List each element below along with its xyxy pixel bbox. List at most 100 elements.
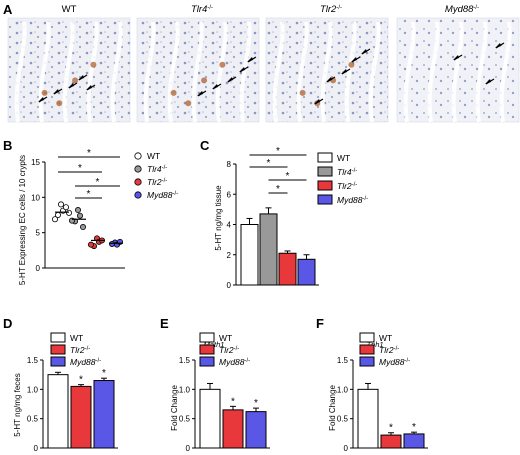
panel-f-y-tick-label: 0.5 bbox=[337, 415, 349, 424]
micrograph-2-lumen bbox=[143, 21, 156, 123]
panel-e-y-tick-label: 1.0 bbox=[179, 385, 191, 394]
panel-a-micrographs: WT Tlr4-/- Tlr2-/- Myd88-/- bbox=[7, 4, 520, 123]
panel-label-e: E bbox=[160, 316, 169, 331]
panel-f-legend-label-myd88-superscript: -/- bbox=[405, 358, 411, 364]
micrograph-3-lumen bbox=[272, 21, 285, 123]
micrograph-3-genotype-label-name: Tlr2 bbox=[320, 4, 337, 15]
panel-f-y-axis-label: Fold Change bbox=[328, 385, 337, 431]
panel-b-point-tlr2 bbox=[88, 241, 95, 248]
panel-d-legend-label-myd88-superscript: -/- bbox=[96, 358, 102, 364]
arrowhead bbox=[78, 75, 84, 80]
panel-b-legend-swatch-wt bbox=[134, 152, 142, 160]
panel-f-bar-myd88 bbox=[403, 433, 425, 449]
panel-e-y-axis-label: Fold Change bbox=[170, 385, 179, 431]
panel-c-y-tick-label: 2 bbox=[227, 251, 232, 260]
panel-d-legend-swatch-tlr2 bbox=[50, 344, 66, 355]
panel-e-legend-label-myd88-superscript: -/- bbox=[245, 358, 251, 364]
panel-e-y-tick-label: 0.5 bbox=[179, 415, 191, 424]
panel-d-bar-chart: 5-HT ng/mg feces 00.51.01.5**WTTlr2-/-My… bbox=[13, 332, 118, 453]
micrograph-1-lumen bbox=[110, 21, 123, 123]
panel-b-significance-star: * bbox=[87, 189, 91, 200]
arrowhead bbox=[361, 49, 367, 54]
panel-e-legend-label-myd88-name: Myd88 bbox=[219, 357, 245, 367]
panel-c-legend-label-myd88-superscript: -/- bbox=[363, 196, 369, 202]
panel-b-legend-label-tlr4-superscript: -/- bbox=[162, 165, 168, 171]
panel-b-point-myd88 bbox=[109, 240, 116, 247]
panel-b-legend-label-wt-name: WT bbox=[147, 151, 160, 161]
panel-b-point-wt bbox=[58, 201, 65, 208]
panel-d-legend-label-myd88: Myd88-/- bbox=[70, 357, 101, 367]
micrograph-2-stain bbox=[185, 100, 192, 107]
panel-d-y-tick-label: 1.0 bbox=[27, 385, 39, 394]
panel-f-bar-wt bbox=[357, 388, 379, 449]
panel-b-legend-label-myd88-superscript: -/- bbox=[173, 191, 179, 197]
panel-label-f: F bbox=[316, 316, 324, 331]
micrograph-4-lumen bbox=[427, 21, 440, 123]
panel-c-legend-label-tlr4-superscript: -/- bbox=[352, 168, 358, 174]
panel-d-bar-tlr2 bbox=[70, 385, 92, 449]
micrograph-4-genotype-label-name: Myd88 bbox=[445, 4, 474, 15]
panel-c-legend-label-myd88: Myd88-/- bbox=[337, 195, 368, 205]
micrograph-2-genotype-label-name: Tlr4 bbox=[191, 4, 207, 15]
panel-c-significance-star: * bbox=[267, 158, 271, 169]
panel-b-legend-label-tlr2: Tlr2-/- bbox=[147, 177, 167, 187]
panel-f-bar-tlr2 bbox=[380, 434, 402, 449]
micrograph-3-genotype-label: Tlr2-/- bbox=[320, 4, 342, 15]
arrowhead bbox=[212, 84, 218, 89]
micrograph-1-stain bbox=[41, 89, 48, 96]
panel-b-legend-label-myd88-name: Myd88 bbox=[147, 190, 173, 200]
panel-c-legend-label-wt-name: WT bbox=[337, 153, 350, 163]
panel-b-significance-star: * bbox=[96, 177, 100, 188]
panel-e-legend-swatch-tlr2 bbox=[199, 344, 215, 355]
panel-d-significance-star-myd88: * bbox=[102, 368, 106, 379]
micrograph-2-genotype-label: Tlr4-/- bbox=[191, 4, 213, 15]
panel-e-y-tick-label: 1.5 bbox=[179, 356, 191, 365]
panel-c-legend-swatch-tlr2 bbox=[317, 180, 333, 191]
panel-c-significance-star: * bbox=[276, 146, 280, 157]
panel-c-legend-label-myd88-name: Myd88 bbox=[337, 195, 363, 205]
panel-b-legend-label-tlr2-superscript: -/- bbox=[162, 178, 168, 184]
panel-d-y-axis-label: 5-HT ng/mg feces bbox=[13, 373, 22, 436]
panel-c-y-tick-label: 8 bbox=[227, 160, 232, 169]
panel-c-bar-myd88 bbox=[297, 258, 316, 286]
arrowhead bbox=[53, 89, 59, 94]
panel-d-legend-label-wt: WT bbox=[70, 333, 83, 343]
panel-b-scatter: 5-HT Expressing EC cells / 10 crypts 0 5 1… bbox=[18, 148, 125, 285]
panel-b-point-tlr4 bbox=[77, 212, 84, 219]
panel-e-legend-label-wt: WT bbox=[219, 333, 232, 343]
panel-f-legend-swatch-tlr2 bbox=[359, 344, 375, 355]
panel-b-point-wt bbox=[66, 209, 73, 216]
panel-d-significance-star-tlr2: * bbox=[79, 375, 83, 386]
panel-d-legend-swatch-wt bbox=[50, 332, 66, 343]
panel-e-legend-label-tlr2-name: Tlr2 bbox=[219, 345, 234, 355]
panel-e-legend-swatch-wt bbox=[199, 332, 215, 343]
panel-b-point-wt bbox=[52, 216, 59, 223]
panel-c-legend-swatch-tlr4 bbox=[317, 166, 333, 177]
panel-label-d: D bbox=[3, 316, 12, 331]
micrograph-2-lumen bbox=[191, 21, 204, 123]
panel-e-significance-star-myd88: * bbox=[254, 398, 258, 409]
panel-b-legend-label-tlr4: Tlr4-/- bbox=[147, 164, 167, 174]
micrograph-2-lumen bbox=[167, 21, 180, 123]
arrowhead bbox=[453, 55, 459, 60]
micrograph-4-lumen bbox=[403, 21, 416, 123]
panel-f-title: Tph1 bbox=[366, 340, 383, 349]
micrograph-1-genotype-label: WT bbox=[62, 4, 77, 15]
panel-d-bar-wt bbox=[47, 374, 69, 449]
micrograph-1-stain bbox=[56, 100, 63, 107]
panel-c-legend-label-wt: WT bbox=[337, 153, 350, 163]
micrograph-3-lumen bbox=[296, 21, 309, 123]
panel-c-y-tick-label: 6 bbox=[227, 190, 232, 199]
micrograph-1-lumen bbox=[62, 21, 75, 123]
panel-f-legend-swatch-myd88 bbox=[359, 356, 375, 367]
panel-f-significance-star-myd88: * bbox=[412, 422, 416, 433]
arrowhead bbox=[86, 85, 92, 90]
panel-b-y-axis-label: 5-HT Expressing EC cells / 10 crypts bbox=[18, 155, 27, 285]
panel-d-legend-label-tlr2-superscript: -/- bbox=[85, 346, 91, 352]
micrograph-4-genotype-label-superscript: -/- bbox=[473, 5, 479, 11]
micrograph-2-stain bbox=[201, 77, 208, 84]
panel-b-y-tick-label: 5 bbox=[36, 229, 41, 238]
